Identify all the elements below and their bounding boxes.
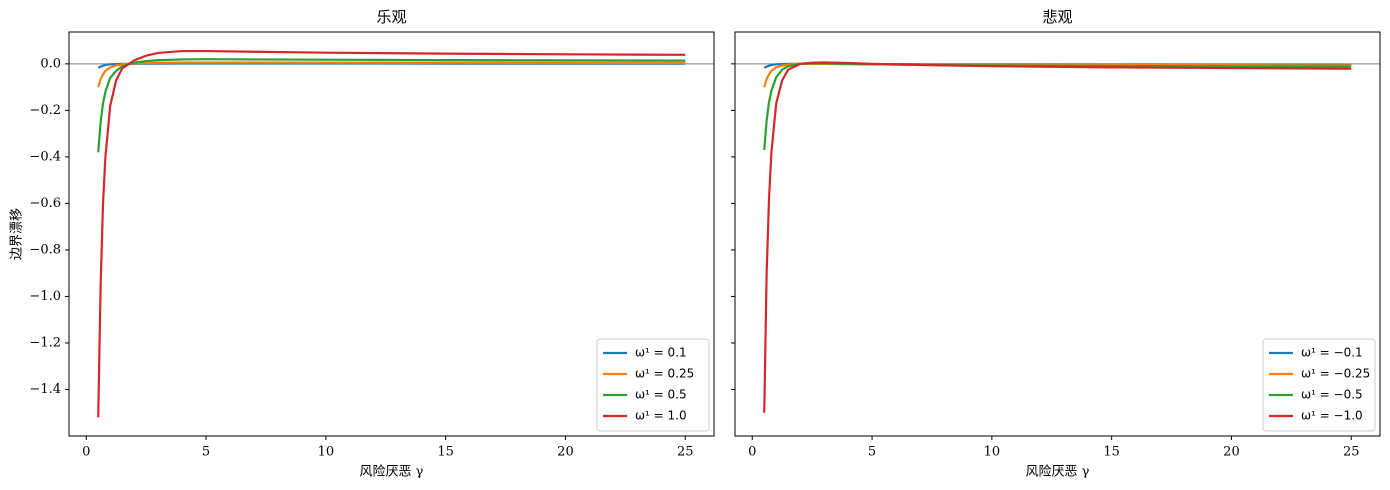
x-tick-label: 5 [868,445,876,460]
x-tick-label: 0 [748,445,756,460]
plot-area [763,61,1352,413]
legend-box [1262,338,1376,432]
y-tick-label: −1.4 [29,382,61,397]
x-tick-label: 15 [1103,445,1120,460]
data-line [763,62,1352,151]
legend-box [596,338,710,432]
y-tick-label: −1.2 [29,335,61,350]
x-tick-label: 10 [318,445,335,460]
legend-label: ω¹ = 0.1 [635,346,687,360]
y-axis-label: 边界漂移 [9,208,25,260]
plot-area [97,49,686,418]
legend-label: ω¹ = 1.0 [635,409,687,423]
legend-label: ω¹ = 0.5 [635,388,687,402]
x-tick-label: 20 [1223,445,1240,460]
data-line [97,58,686,153]
x-tick-label: 10 [984,445,1001,460]
y-tick-label: −0.2 [29,103,61,118]
x-tick-label: 5 [202,445,210,460]
data-line [97,62,686,69]
y-tick-label: −0.4 [29,149,61,164]
legend-label: ω¹ = −0.1 [1301,346,1363,360]
legend-label: ω¹ = 0.25 [635,367,694,381]
data-line [97,61,686,88]
x-axis-label: 风险厌恶 γ [1026,465,1090,480]
y-tick-label: −0.6 [29,196,61,211]
x-tick-label: 25 [677,445,694,460]
legend: ω¹ = −0.1 ω¹ = −0.25 ω¹ = −0.5 ω¹ = −1.0 [1262,338,1376,432]
x-tick-label: 25 [1343,445,1360,460]
x-tick-label: 0 [82,445,90,460]
legend: ω¹ = 0.1 ω¹ = 0.25 ω¹ = 0.5 ω¹ = 1.0 [596,338,710,432]
legend-label: ω¹ = −0.5 [1301,388,1363,402]
data-line [97,49,686,418]
y-tick-label: −1.0 [29,289,61,304]
axes-frame [68,31,715,437]
x-tick-label: 15 [437,445,454,460]
y-tick-label: 0.0 [40,56,61,71]
x-axis-label: 风险厌恶 γ [360,465,424,480]
chart-title: 悲观 [1042,8,1072,26]
x-tick-label: 20 [557,445,574,460]
legend-label: ω¹ = −0.25 [1301,367,1370,381]
data-line [763,61,1352,413]
axes-frame [734,31,1381,437]
legend-label: ω¹ = −1.0 [1301,409,1363,423]
y-tick-label: −0.8 [29,242,61,257]
chart-title: 乐观 [376,8,406,26]
